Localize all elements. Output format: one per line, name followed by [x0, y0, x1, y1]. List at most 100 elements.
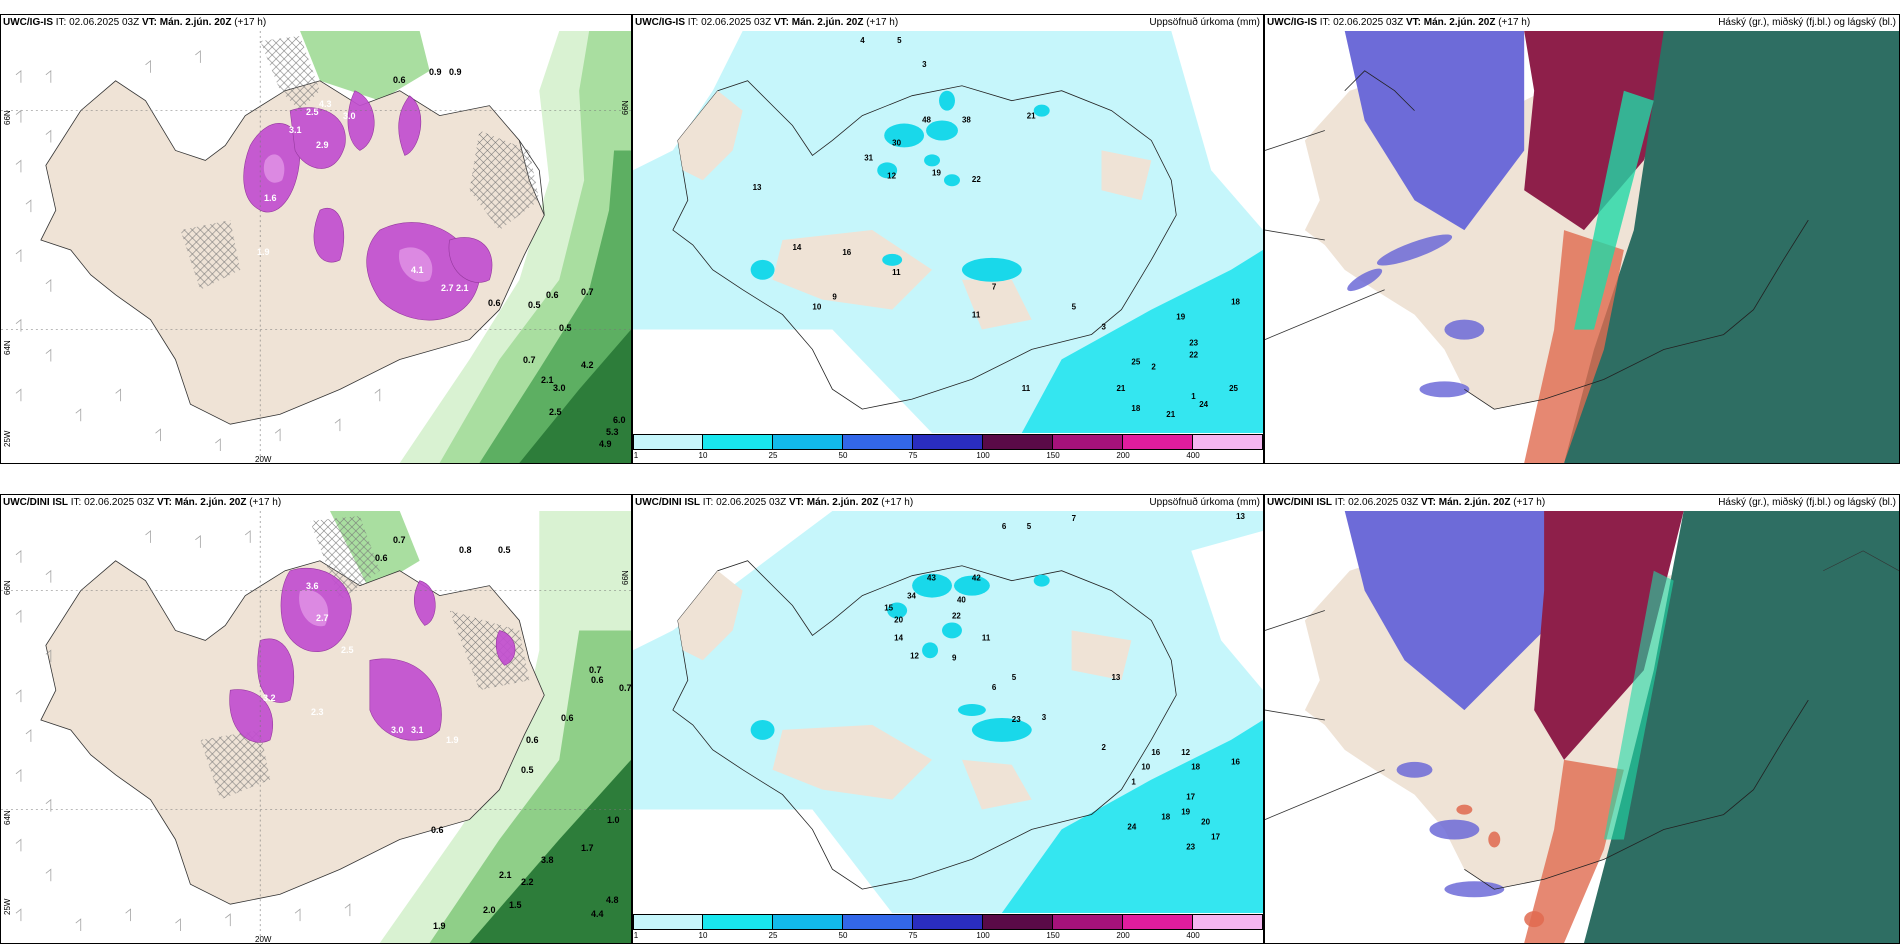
- svg-text:19: 19: [1181, 807, 1190, 816]
- colorbar-label: 75: [908, 931, 918, 940]
- value-label: 0.6: [375, 553, 388, 563]
- value-label: 2.1: [456, 283, 469, 293]
- panel-title: UWC/DINI ISL IT: 02.06.2025 03Z VT: Mán.…: [633, 495, 1263, 511]
- panel-title: UWC/DINI ISL IT: 02.06.2025 03Z VT: Mán.…: [1, 495, 631, 511]
- svg-text:12: 12: [887, 171, 896, 180]
- map-area: [1265, 511, 1899, 943]
- svg-text:42: 42: [972, 574, 981, 583]
- colorbar-swatch: [913, 434, 983, 450]
- colorbar-swatch: [1123, 434, 1193, 450]
- value-label: 1.9: [257, 247, 270, 257]
- svg-text:22: 22: [972, 175, 981, 184]
- colorbar-swatch: [1053, 914, 1123, 930]
- colorbar-label: 50: [838, 931, 848, 940]
- svg-text:38: 38: [962, 116, 971, 125]
- value-label: 0.6: [393, 75, 406, 85]
- svg-text:14: 14: [792, 243, 801, 252]
- colorbar-label: 25: [768, 451, 778, 460]
- value-label: 3.1: [411, 725, 424, 735]
- value-label: 1.7: [581, 843, 594, 853]
- colorbar-swatch: [773, 434, 843, 450]
- value-label: 0.6: [591, 675, 604, 685]
- svg-text:10: 10: [1141, 763, 1150, 772]
- value-label: 2.5: [341, 645, 354, 655]
- svg-text:5: 5: [897, 36, 902, 45]
- panel-right-title: Háský (gr.), miðský (fj.bl.) og lágský (…: [1718, 15, 1896, 31]
- map-area: [1, 31, 631, 463]
- svg-text:13: 13: [1111, 673, 1120, 682]
- panel-right-title: Uppsöfnuð úrkoma (mm): [1149, 495, 1260, 511]
- value-label: 2.0: [483, 905, 496, 915]
- colorbar-label: 200: [1116, 451, 1130, 460]
- svg-text:30: 30: [892, 138, 901, 147]
- colorbar-swatch: [703, 914, 773, 930]
- value-label: 3.2: [263, 693, 276, 703]
- value-label: 0.5: [528, 300, 541, 310]
- colorbar-label: 400: [1186, 931, 1200, 940]
- svg-text:18: 18: [1131, 404, 1140, 413]
- svg-text:24: 24: [1127, 822, 1136, 831]
- svg-text:1: 1: [1191, 392, 1196, 401]
- value-label: 2.2: [521, 877, 534, 887]
- lat-label-right: 66N: [621, 570, 630, 585]
- colorbar-swatch: [1053, 434, 1123, 450]
- svg-text:7: 7: [1072, 514, 1077, 523]
- map-area: [1, 511, 631, 943]
- value-label: 0.9: [429, 67, 442, 77]
- colorbar-swatch: [703, 434, 773, 450]
- value-label: 2.5: [549, 407, 562, 417]
- colorbar-label: 25: [768, 931, 778, 940]
- lat-label: 66N: [3, 110, 12, 125]
- svg-text:3: 3: [922, 60, 927, 69]
- value-label: 3.6: [306, 581, 319, 591]
- lat-label: 64N: [3, 810, 12, 825]
- svg-text:3: 3: [1102, 323, 1107, 332]
- panel-title: UWC/IG-IS IT: 02.06.2025 03Z VT: Mán. 2.…: [633, 15, 1263, 31]
- svg-text:11: 11: [892, 268, 901, 277]
- svg-text:3: 3: [1042, 713, 1047, 722]
- colorbar-label: 100: [976, 451, 990, 460]
- svg-text:12: 12: [1181, 748, 1190, 757]
- colorbar-label: 10: [698, 931, 708, 940]
- colorbar-swatch: [773, 914, 843, 930]
- colorbar-label: 50: [838, 451, 848, 460]
- svg-text:18: 18: [1191, 763, 1200, 772]
- map-area: [1265, 31, 1899, 463]
- value-label: 0.7: [523, 355, 536, 365]
- value-label: 0.7: [619, 683, 632, 693]
- colorbar-label: 10: [698, 451, 708, 460]
- panel-igis-accum-precip: UWC/IG-IS IT: 02.06.2025 03Z VT: Mán. 2.…: [632, 14, 1264, 464]
- lat-label: 66N: [3, 580, 12, 595]
- svg-text:34: 34: [907, 592, 916, 601]
- svg-text:5: 5: [1027, 522, 1032, 531]
- svg-text:23: 23: [1186, 842, 1195, 851]
- colorbar-label: 400: [1186, 451, 1200, 460]
- value-label: 0.9: [449, 67, 462, 77]
- value-label: 0.5: [498, 545, 511, 555]
- svg-text:21: 21: [1027, 112, 1036, 121]
- svg-text:43: 43: [927, 574, 936, 583]
- svg-text:16: 16: [1231, 758, 1240, 767]
- value-label: 4.2: [581, 360, 594, 370]
- svg-text:31: 31: [864, 153, 873, 162]
- svg-text:22: 22: [1189, 350, 1198, 359]
- value-label: 3.8: [541, 855, 554, 865]
- svg-text:5: 5: [1012, 673, 1017, 682]
- svg-text:48: 48: [922, 116, 931, 125]
- colorbar-swatch: [983, 914, 1053, 930]
- value-label: 4.4: [591, 909, 604, 919]
- value-label: 6.0: [613, 415, 626, 425]
- colorbar-swatch: [633, 914, 703, 930]
- svg-text:16: 16: [1151, 748, 1160, 757]
- value-label: 1.0: [607, 815, 620, 825]
- value-label: 4.1: [411, 265, 424, 275]
- value-label: 2.7: [441, 283, 454, 293]
- svg-text:15: 15: [884, 604, 893, 613]
- svg-text:40: 40: [957, 596, 966, 605]
- panel-right-title: Háský (gr.), miðský (fj.bl.) og lágský (…: [1718, 495, 1896, 511]
- value-label: 3.0: [343, 111, 356, 121]
- svg-text:11: 11: [982, 633, 991, 642]
- colorbar-swatch: [633, 434, 703, 450]
- svg-text:19: 19: [1176, 313, 1185, 322]
